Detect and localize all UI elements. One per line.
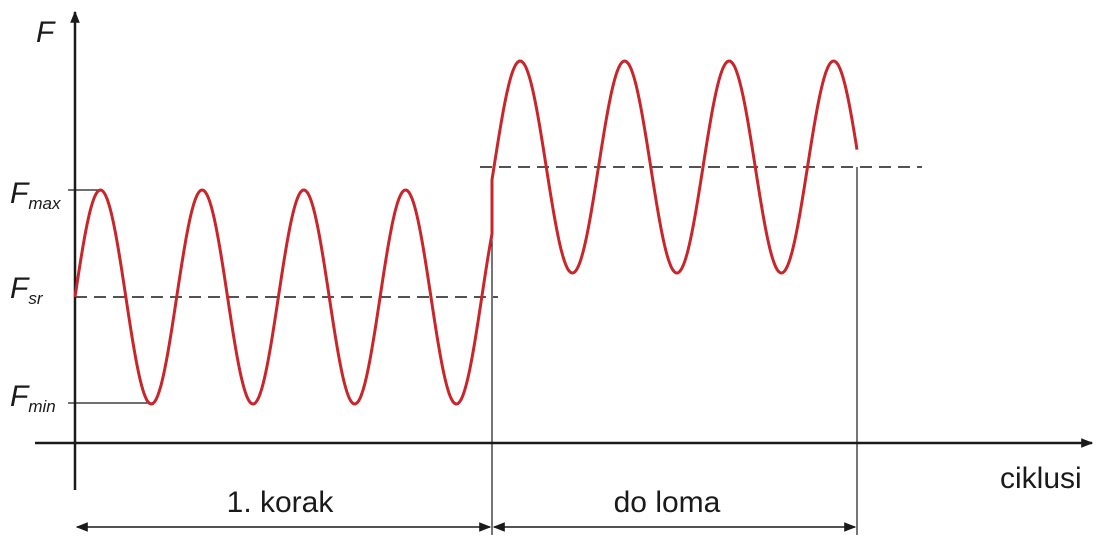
level-label: Fmin <box>10 380 56 416</box>
level-subscript: min <box>28 397 55 416</box>
level-label: Fmax <box>10 177 61 213</box>
level-symbol: F <box>10 177 30 210</box>
load-curve <box>73 59 859 406</box>
level-subscript: max <box>28 194 61 213</box>
level-subscript: sr <box>28 289 44 308</box>
level-label: Fsr <box>10 272 44 308</box>
level-symbol: F <box>10 272 30 305</box>
x-axis-label: ciklusi <box>1000 462 1082 495</box>
y-axis-label: F <box>36 16 56 49</box>
interval-label: do loma <box>614 486 721 519</box>
level-symbol: F <box>10 380 30 413</box>
interval-label: 1. korak <box>227 486 335 519</box>
